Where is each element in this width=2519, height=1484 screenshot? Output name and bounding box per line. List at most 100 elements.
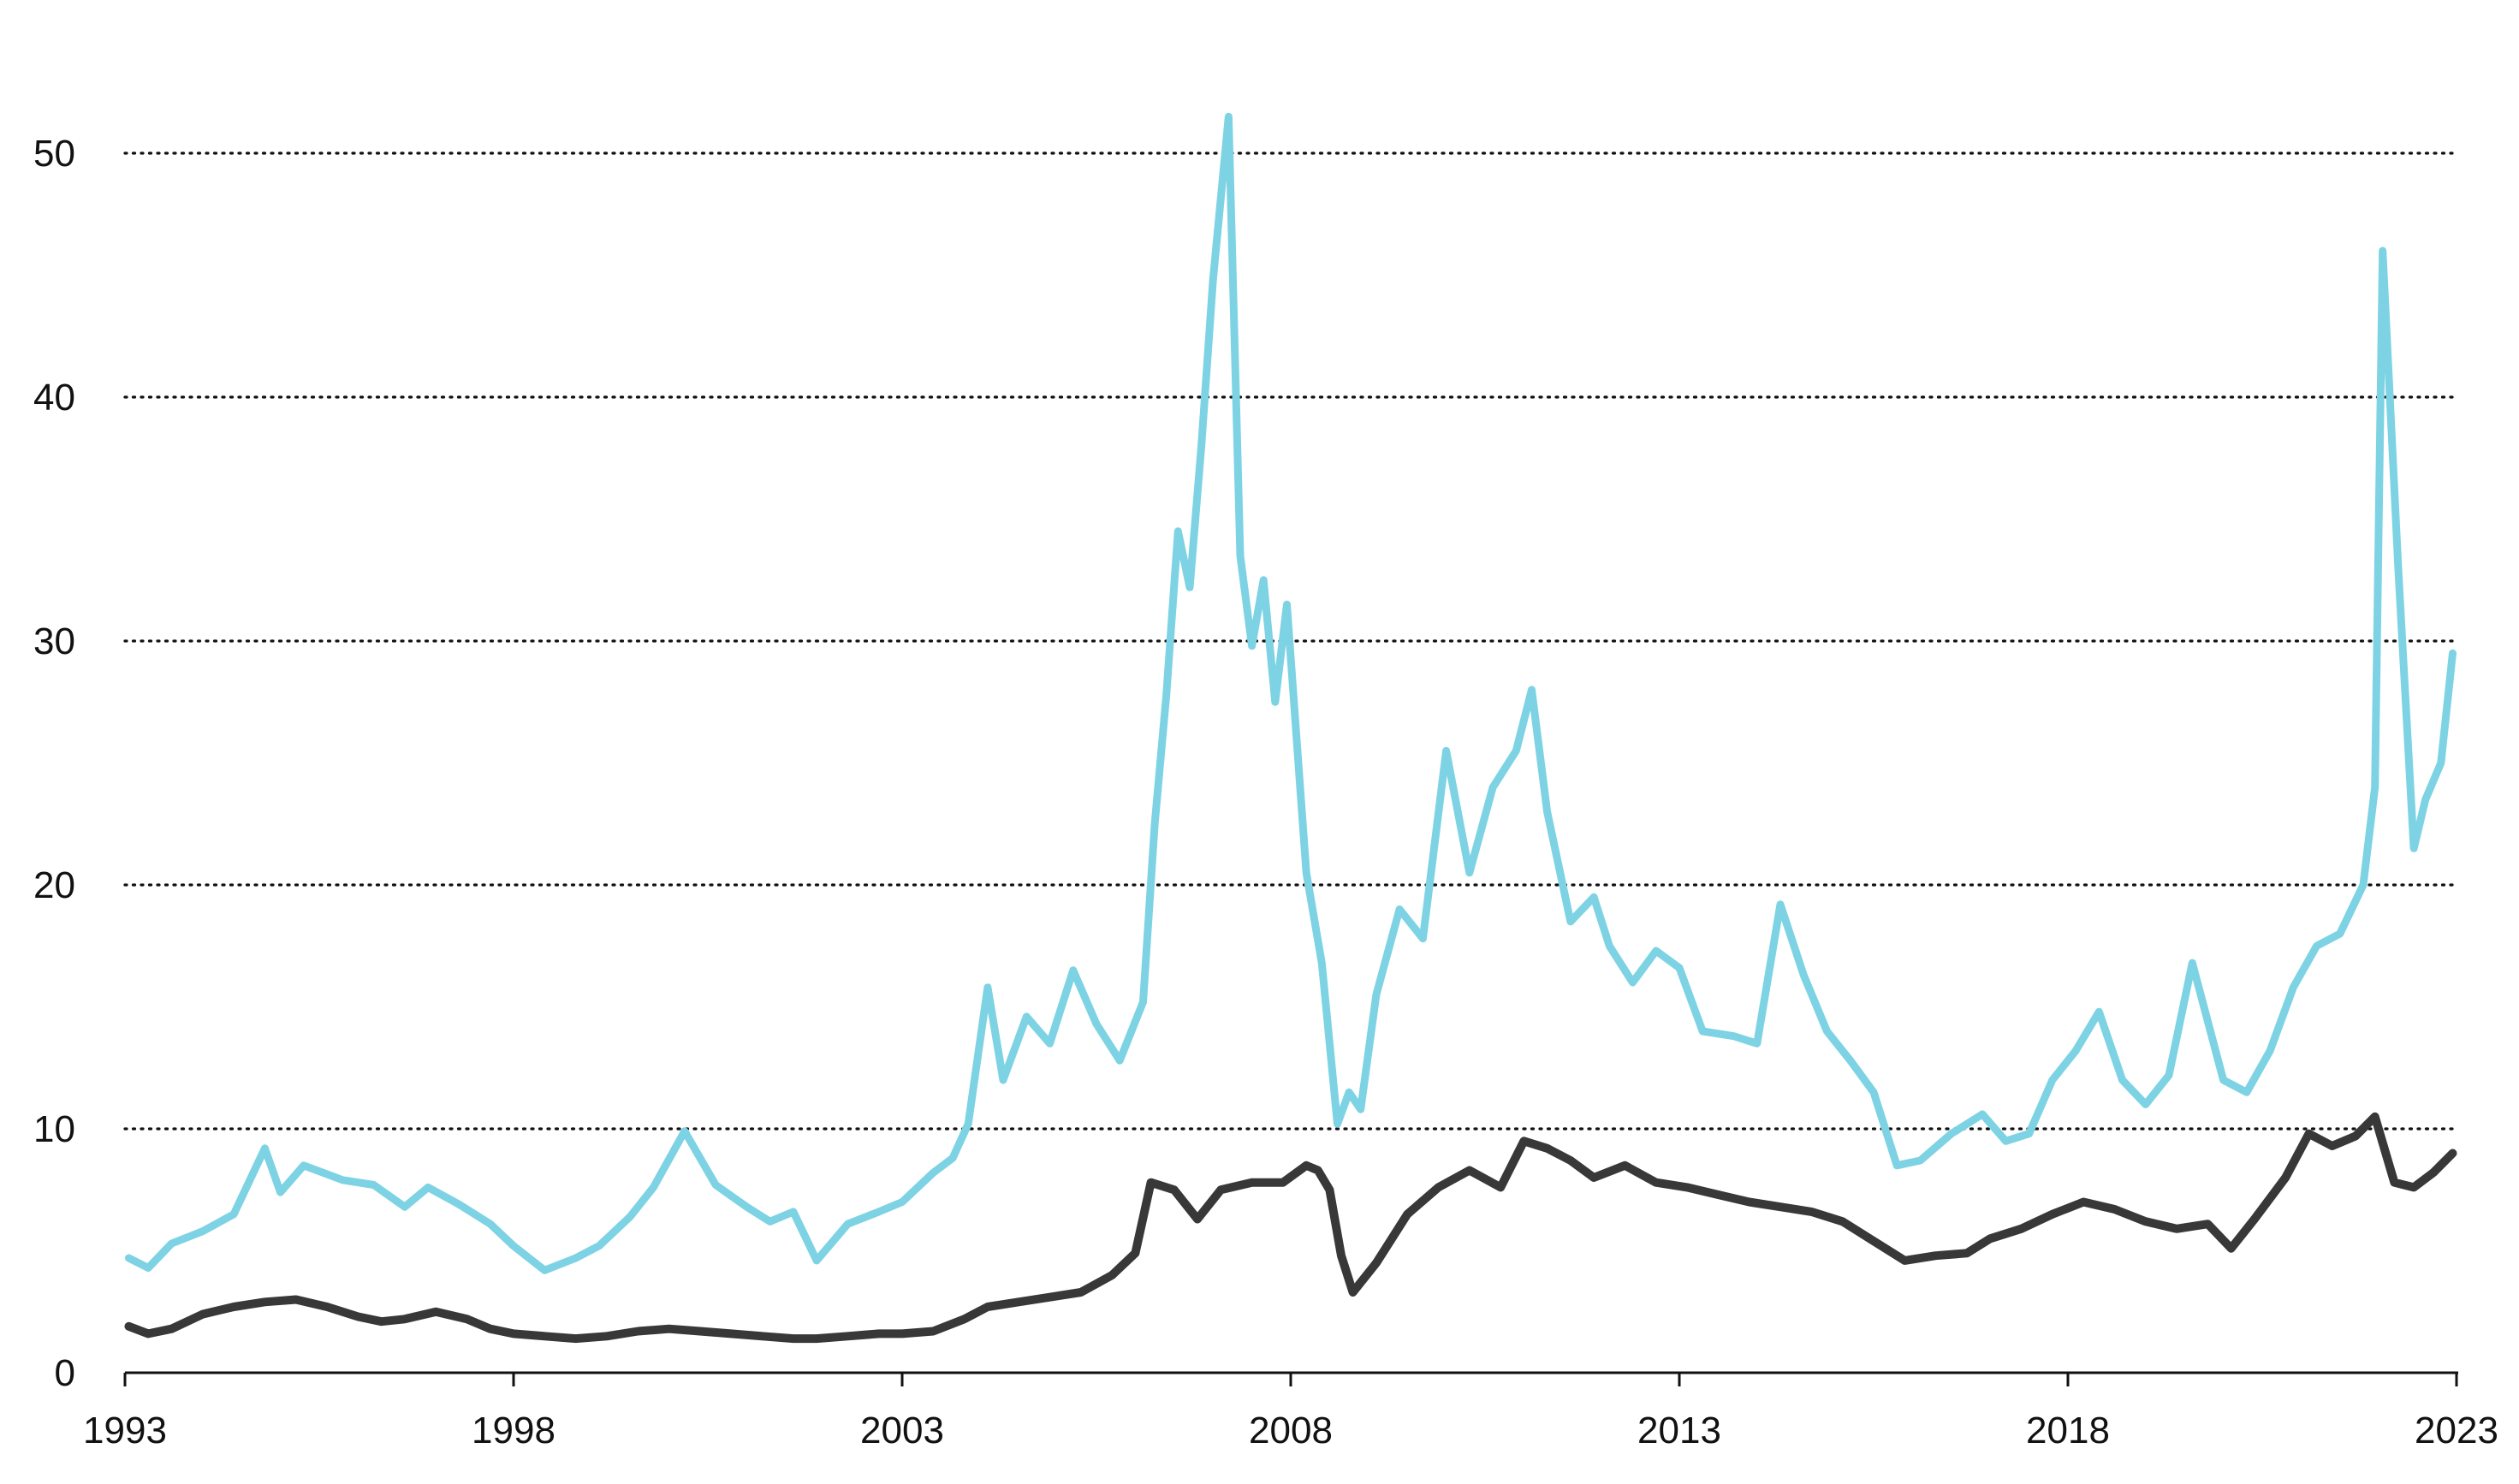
series-2-point: [1499, 1185, 1503, 1190]
series-2-point: [1903, 1258, 1907, 1262]
series-1-point: [1421, 936, 1425, 941]
series-1-point: [2074, 1048, 2078, 1053]
series-1-point: [682, 1129, 686, 1133]
series-2-point: [1840, 1220, 1845, 1224]
series-1-point: [1398, 907, 1402, 911]
series-1-point: [1304, 870, 1309, 875]
series-1-point: [2190, 961, 2195, 965]
x-tick-label: 1993: [83, 1410, 167, 1451]
series-2-point: [325, 1305, 330, 1309]
series-1-point: [1188, 585, 1191, 590]
series-1-point: [2244, 1090, 2249, 1095]
series-1-point: [1001, 1078, 1005, 1082]
series-2-point: [232, 1305, 236, 1309]
series-2-point: [2392, 1180, 2397, 1184]
series-1-point: [1514, 749, 1518, 753]
x-axis: [123, 1371, 2458, 1386]
series-2-point: [2307, 1131, 2311, 1136]
series-2-point: [512, 1332, 515, 1336]
series-1-point: [1755, 1042, 1759, 1046]
series-1-point: [1530, 688, 1534, 692]
series-1-point: [200, 1229, 205, 1233]
series-1-point: [278, 1190, 282, 1195]
y-tick-label: 10: [33, 1108, 75, 1150]
series-1-point: [2291, 985, 2296, 989]
series-1-point: [426, 1185, 431, 1190]
series-1-point: [371, 1183, 376, 1187]
series-1-point: [900, 1200, 904, 1204]
series-2-point: [1965, 1251, 1969, 1255]
series-1-point: [341, 1178, 345, 1182]
series-1-point: [985, 985, 989, 989]
series-2-point: [1716, 1193, 1720, 1196]
series-1-point: [1444, 749, 1448, 753]
series-1-point: [1164, 692, 1168, 697]
series-1-point: [2143, 1102, 2148, 1107]
series-1-point: [1239, 554, 1242, 558]
series-1-point: [1153, 822, 1157, 826]
series-2-point: [200, 1312, 205, 1316]
series-2-point: [488, 1327, 492, 1331]
series-1-point: [951, 1156, 954, 1160]
series-2-point: [2082, 1200, 2086, 1204]
series-1-point: [1250, 644, 1254, 648]
series-1-point: [2004, 1139, 2008, 1143]
series-1-point: [1895, 1163, 1899, 1167]
series-2-point: [1133, 1251, 1138, 1255]
series-2-point: [1048, 1295, 1052, 1299]
series-1-point: [2027, 1131, 2031, 1136]
series-2-point: [573, 1337, 578, 1341]
y-tick-label: 20: [33, 864, 75, 906]
series-2-point: [605, 1334, 609, 1339]
y-tick-label: 30: [33, 620, 75, 662]
series-2-point: [1219, 1188, 1223, 1192]
series-2-point: [356, 1315, 360, 1319]
series-1-point: [1374, 993, 1378, 997]
y-tick-label: 40: [33, 377, 75, 418]
series-1-point: [1607, 944, 1612, 948]
series-1-point: [543, 1268, 547, 1273]
series-2-point: [465, 1317, 469, 1321]
series-1-point: [1701, 1030, 1705, 1033]
x-tick-label: 2003: [860, 1410, 944, 1451]
series-1-point: [1176, 529, 1180, 533]
series-2-point: [2050, 1212, 2054, 1216]
series-2-point: [1280, 1180, 1285, 1184]
series-1-point: [1654, 949, 1658, 953]
series-1-point: [1025, 1014, 1029, 1018]
series-1-point: [1802, 973, 1806, 977]
series-1-point: [127, 1256, 131, 1260]
series-2-point: [1747, 1200, 1751, 1204]
series-1-point: [2362, 883, 2365, 887]
series-1-point: [1227, 115, 1231, 119]
y-axis-labels: 0 10 20 30 40 50: [33, 133, 75, 1394]
series-2-point: [1872, 1239, 1875, 1244]
series-2-point: [760, 1334, 764, 1339]
y-tick-label: 50: [33, 133, 75, 175]
series-1-point: [2423, 798, 2427, 802]
series-2-point: [729, 1332, 734, 1336]
series-1-point: [1320, 961, 1324, 965]
series-1-point: [1848, 1059, 1852, 1063]
series-1-point: [2050, 1078, 2054, 1082]
series-2-point: [2175, 1226, 2179, 1231]
series-2-point: [1172, 1188, 1176, 1192]
series-2-point: [962, 1317, 966, 1321]
series-1-point: [1335, 1122, 1340, 1126]
series-line-1: [125, 112, 2457, 1274]
series-1-point: [815, 1258, 819, 1262]
series-2-point: [846, 1334, 850, 1339]
series-2-point: [146, 1332, 151, 1336]
series-2-point: [379, 1320, 383, 1324]
x-tick-label: 2023: [2415, 1410, 2498, 1451]
series-1-point: [457, 1202, 461, 1207]
series-1-point: [1285, 603, 1289, 607]
series-2-point: [2252, 1217, 2256, 1221]
series-1-point: [2373, 786, 2377, 789]
x-tick-label: 2008: [1249, 1410, 1333, 1451]
series-1-point: [931, 1171, 936, 1175]
series-2-point: [2431, 1171, 2435, 1175]
series-2-point: [1340, 1254, 1343, 1258]
series-1-point: [232, 1212, 236, 1216]
